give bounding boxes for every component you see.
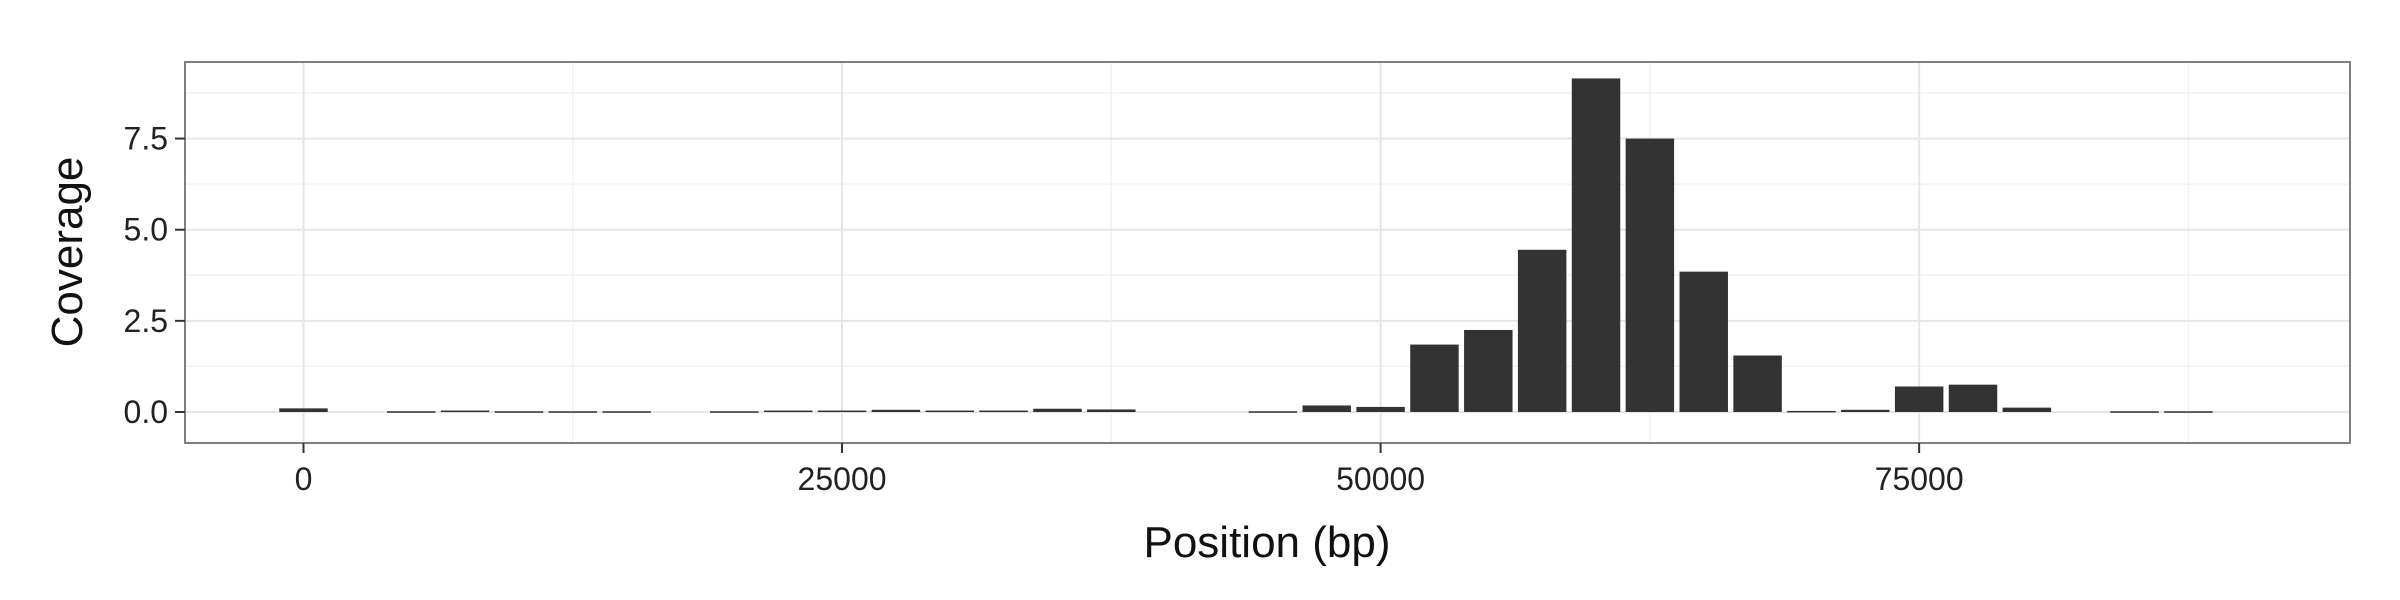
bars-group [279, 78, 2213, 413]
coverage-bar [279, 408, 328, 413]
coverage-bar [871, 409, 921, 413]
x-axis-ticks: 0 25000 50000 75000 [295, 443, 1964, 497]
coverage-bar [1679, 271, 1728, 413]
coverage-bar [1733, 355, 1782, 413]
coverage-bar [494, 411, 544, 413]
coverage-bar [1517, 249, 1567, 413]
y-tick-label: 5.0 [124, 212, 168, 248]
coverage-bar [763, 410, 813, 413]
coverage-bar [979, 410, 1028, 413]
coverage-bar [602, 411, 651, 413]
coverage-bar [1356, 406, 1405, 413]
y-tick-label: 7.5 [124, 121, 168, 157]
coverage-bar [1033, 408, 1082, 413]
coverage-bar [1087, 409, 1136, 413]
x-tick-label: 50000 [1336, 461, 1425, 497]
x-tick-label: 0 [295, 461, 313, 497]
coverage-bar [817, 410, 867, 413]
coverage-bar [1787, 410, 1836, 413]
coverage-bar [2164, 411, 2213, 413]
plot-panel-border [184, 61, 2351, 444]
y-tick-label: 2.5 [124, 303, 168, 339]
coverage-bar [1948, 384, 1998, 413]
y-axis-ticks: 0.0 2.5 5.0 7.5 [124, 121, 185, 430]
coverage-bar [710, 411, 759, 413]
x-axis-title: Position (bp) [1143, 518, 1390, 567]
coverage-bar [386, 411, 436, 413]
coverage-bar [2002, 407, 2052, 413]
y-axis-title: Coverage [43, 157, 92, 348]
y-tick-label: 0.0 [124, 394, 168, 430]
coverage-bar [440, 410, 490, 413]
coverage-bar [1464, 329, 1513, 413]
coverage-bar [1571, 78, 1621, 413]
x-tick-label: 75000 [1875, 461, 1964, 497]
x-tick-label: 25000 [798, 461, 887, 497]
coverage-bar [1841, 409, 1890, 413]
minor-gridlines [185, 62, 2350, 443]
coverage-bar [548, 411, 597, 413]
coverage-bar [1625, 138, 1675, 413]
coverage-bar [1410, 344, 1459, 413]
coverage-bar [1894, 386, 1944, 413]
coverage-bar [1248, 411, 1298, 413]
coverage-bar [2110, 411, 2159, 413]
plot-panel-background [185, 62, 2350, 443]
coverage-bar [1302, 405, 1351, 413]
coverage-bar [925, 410, 974, 413]
